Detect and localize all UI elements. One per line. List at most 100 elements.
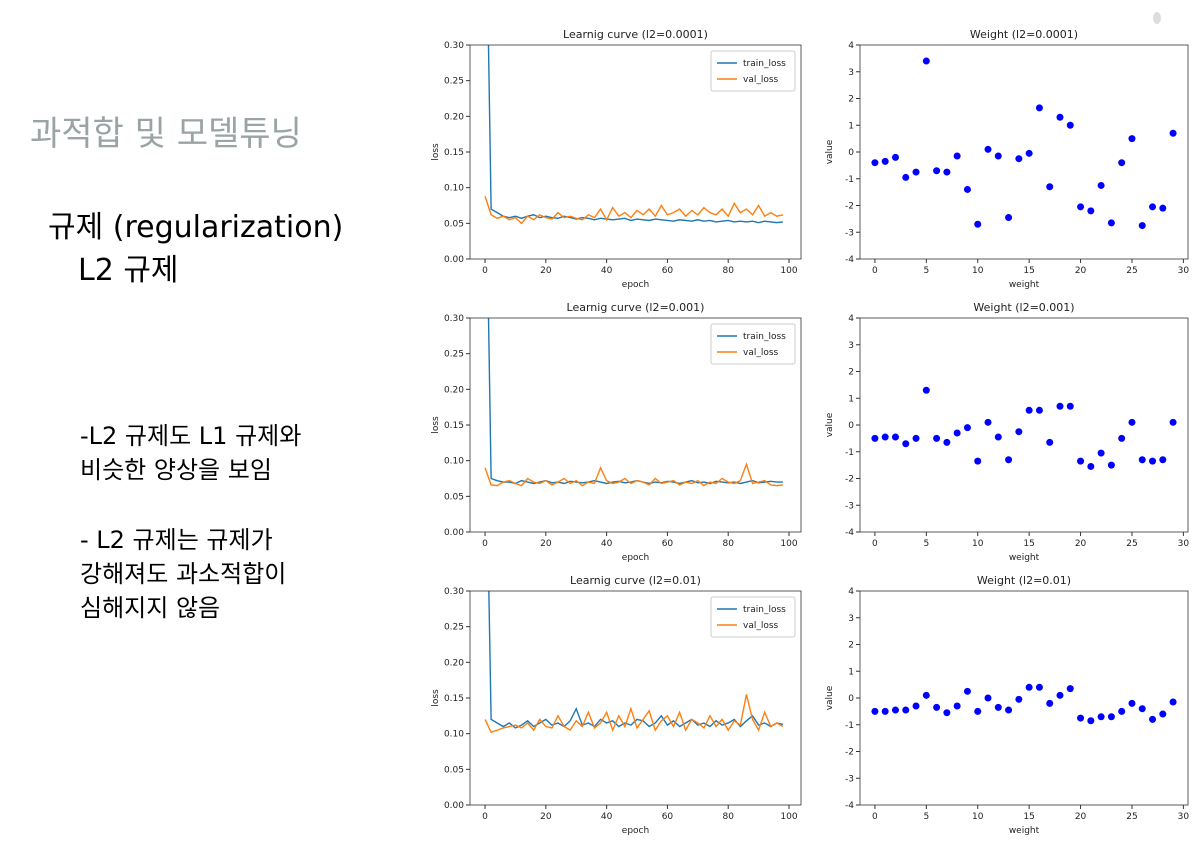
y-tick-label: 2 [848,368,854,378]
plot-area [484,45,784,225]
heading: 과적합 및 모델튜닝 [30,114,302,154]
y-axis-label: loss [431,689,441,707]
x-tick-label: 10 [972,266,984,276]
scatter-point [1005,456,1013,464]
y-axis-label: value [825,685,835,710]
x-tick-label: 25 [1126,539,1137,549]
chart-title: Learnig curve (l2=0.01) [570,574,701,587]
y-tick-label: -1 [845,175,854,185]
legend-label: train_loss [743,332,786,342]
scatter-point [1107,219,1115,227]
plot-area [871,57,1177,230]
line-series [487,45,784,224]
note: 비슷한 양상을 보임 [80,456,272,484]
scatter-point [871,707,879,715]
y-tick-label: -2 [845,748,854,758]
scatter-point [1169,129,1177,137]
scatter-point [1025,406,1033,414]
scatter-point [933,434,941,442]
y-tick-label: -2 [845,475,854,485]
plot-frame [469,317,802,533]
scatter-point [902,173,910,181]
x-tick-label: 0 [872,812,878,822]
scatter-point [974,220,982,228]
note: -L2 규제도 L1 규제와 [80,422,302,450]
scatter-point [1138,705,1146,713]
scatter-point [871,159,879,167]
scatter-point [1015,428,1023,436]
legend-box [710,50,796,92]
scatter-point [881,157,889,165]
scatter-point [984,145,992,153]
scatter-point [1025,683,1033,691]
scatter-point [963,424,971,432]
scatter-point [933,703,941,711]
plot-area [871,683,1177,725]
y-tick-label: 1 [848,121,854,131]
x-tick-label: 20 [1075,812,1087,822]
plot-area [871,386,1177,470]
y-tick-label: 0 [848,148,854,158]
scatter-point [933,167,941,175]
scatter-point [1149,715,1157,723]
x-tick-label: 100 [780,812,797,822]
chart-title: Weight (l2=0.01) [977,574,1071,587]
title: 규제 (regularization) [48,210,344,245]
y-tick-label: 2 [848,95,854,105]
x-tick-label: 20 [1075,266,1087,276]
scatter-point [1097,713,1105,721]
x-tick-label: 15 [1023,266,1034,276]
y-tick-label: 0.10 [444,457,464,467]
scatter-point [1138,222,1146,230]
x-tick-label: 40 [601,539,613,549]
y-tick-label: -2 [845,202,854,212]
y-tick-label: 0.15 [444,694,464,704]
x-tick-label: 20 [540,812,552,822]
y-tick-label: 0.20 [444,385,464,395]
legend-box [710,596,796,638]
x-tick-label: 10 [972,812,984,822]
y-tick-label: 0.00 [444,255,464,265]
scatter-point [943,709,951,717]
y-tick-label: 0.00 [444,528,464,538]
scatter-point [953,152,961,160]
y-tick-label: 0 [848,421,854,431]
scatter-point [1046,183,1054,191]
scatter-point [953,429,961,437]
y-tick-label: 0.25 [444,623,464,633]
scatter-point [912,434,920,442]
x-tick-label: 20 [540,539,552,549]
subtitle: L2 규제 [78,253,179,288]
y-tick-label: 4 [848,314,854,324]
y-tick-label: 0.30 [444,314,464,324]
x-tick-label: 100 [780,266,797,276]
y-tick-label: 1 [848,667,854,677]
scatter-point [1056,113,1064,121]
x-axis-label: epoch [622,280,649,290]
y-tick-label: 0.15 [444,421,464,431]
note: 심해지지 않음 [80,594,221,622]
y-tick-label: 0 [848,694,854,704]
scatter-point [1118,159,1126,167]
line-series [488,591,784,729]
y-tick-label: 3 [848,68,854,78]
y-axis-label: value [825,139,835,164]
y-tick-label: 0.30 [444,41,464,51]
y-tick-label: 0.20 [444,112,464,122]
x-tick-label: 25 [1126,812,1137,822]
x-tick-label: 15 [1023,539,1034,549]
y-tick-label: 0.05 [444,219,464,229]
line-series [484,462,784,487]
y-tick-label: 0.05 [444,765,464,775]
y-tick-label: -1 [845,721,854,731]
scatter-point [1056,402,1064,410]
x-tick-label: 0 [482,539,488,549]
scatter-point [1138,456,1146,464]
x-tick-label: 60 [662,266,674,276]
scatter-point [912,168,920,176]
scatter-point [1128,418,1136,426]
y-tick-label: -3 [845,228,854,238]
x-tick-label: 10 [972,539,984,549]
